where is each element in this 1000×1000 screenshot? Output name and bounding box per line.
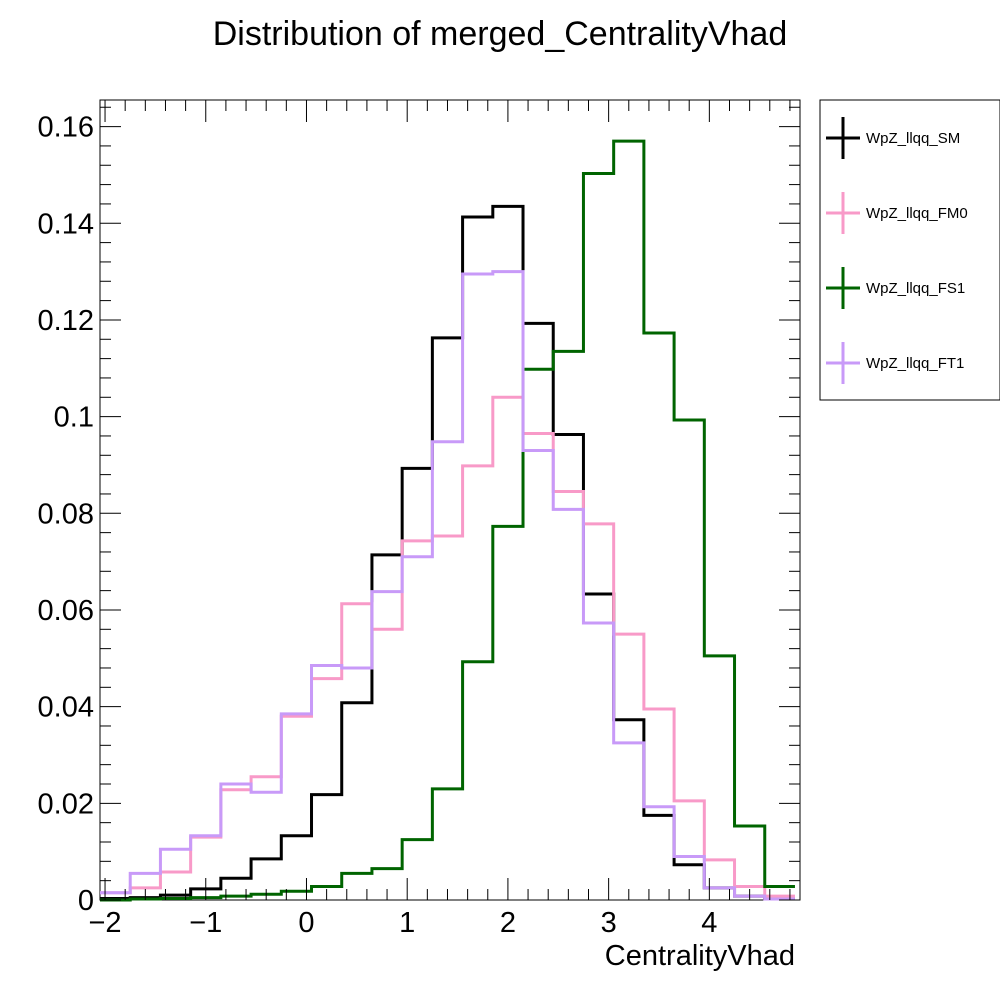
chart-title: Distribution of merged_CentralityVhad <box>213 15 788 53</box>
series-line-0 <box>100 204 795 901</box>
x-tick-label: 4 <box>701 907 717 939</box>
legend: WpZ_llqq_SM WpZ_llqq_FM0 WpZ_llqq_FS1 WpZ_l… <box>826 117 968 384</box>
x-tick-label: −2 <box>88 907 121 939</box>
x-tick-label: −1 <box>189 907 222 939</box>
x-tick-label: 2 <box>500 907 516 939</box>
y-tick-label: 0.14 <box>38 208 94 240</box>
legend-label-3: WpZ_llqq_FT1 <box>866 355 964 372</box>
legend-box <box>819 99 1000 401</box>
series-layer <box>100 139 795 902</box>
legend-label-0: WpZ_llqq_SM <box>866 130 960 147</box>
y-tick-label: 0.04 <box>38 692 94 724</box>
y-tick-label: 0.02 <box>38 788 94 820</box>
y-tick-label: 0.16 <box>38 112 94 144</box>
y-tick-label: 0.12 <box>38 305 94 337</box>
x-tick-label: 0 <box>298 907 314 939</box>
y-tick-label: 0 <box>78 885 94 917</box>
x-tick-label: 1 <box>399 907 415 939</box>
x-axis: −2 −1 0 1 2 3 4 <box>88 100 791 939</box>
series-line-1 <box>100 395 795 898</box>
series-line-3 <box>100 270 795 901</box>
plot-frame <box>99 99 801 901</box>
x-tick-label: 3 <box>601 907 617 939</box>
series-line-2 <box>100 139 795 902</box>
y-tick-label: 0.08 <box>38 498 94 530</box>
y-tick-label: 0.06 <box>38 595 94 627</box>
x-axis-title: CentralityVhad <box>605 940 795 972</box>
y-tick-label: 0.1 <box>54 402 94 434</box>
legend-label-2: WpZ_llqq_FS1 <box>866 280 965 297</box>
y-axis: 0 0.02 0.04 0.06 0.08 0.1 0.12 0.14 0.16 <box>38 106 800 917</box>
legend-label-1: WpZ_llqq_FM0 <box>866 205 968 222</box>
